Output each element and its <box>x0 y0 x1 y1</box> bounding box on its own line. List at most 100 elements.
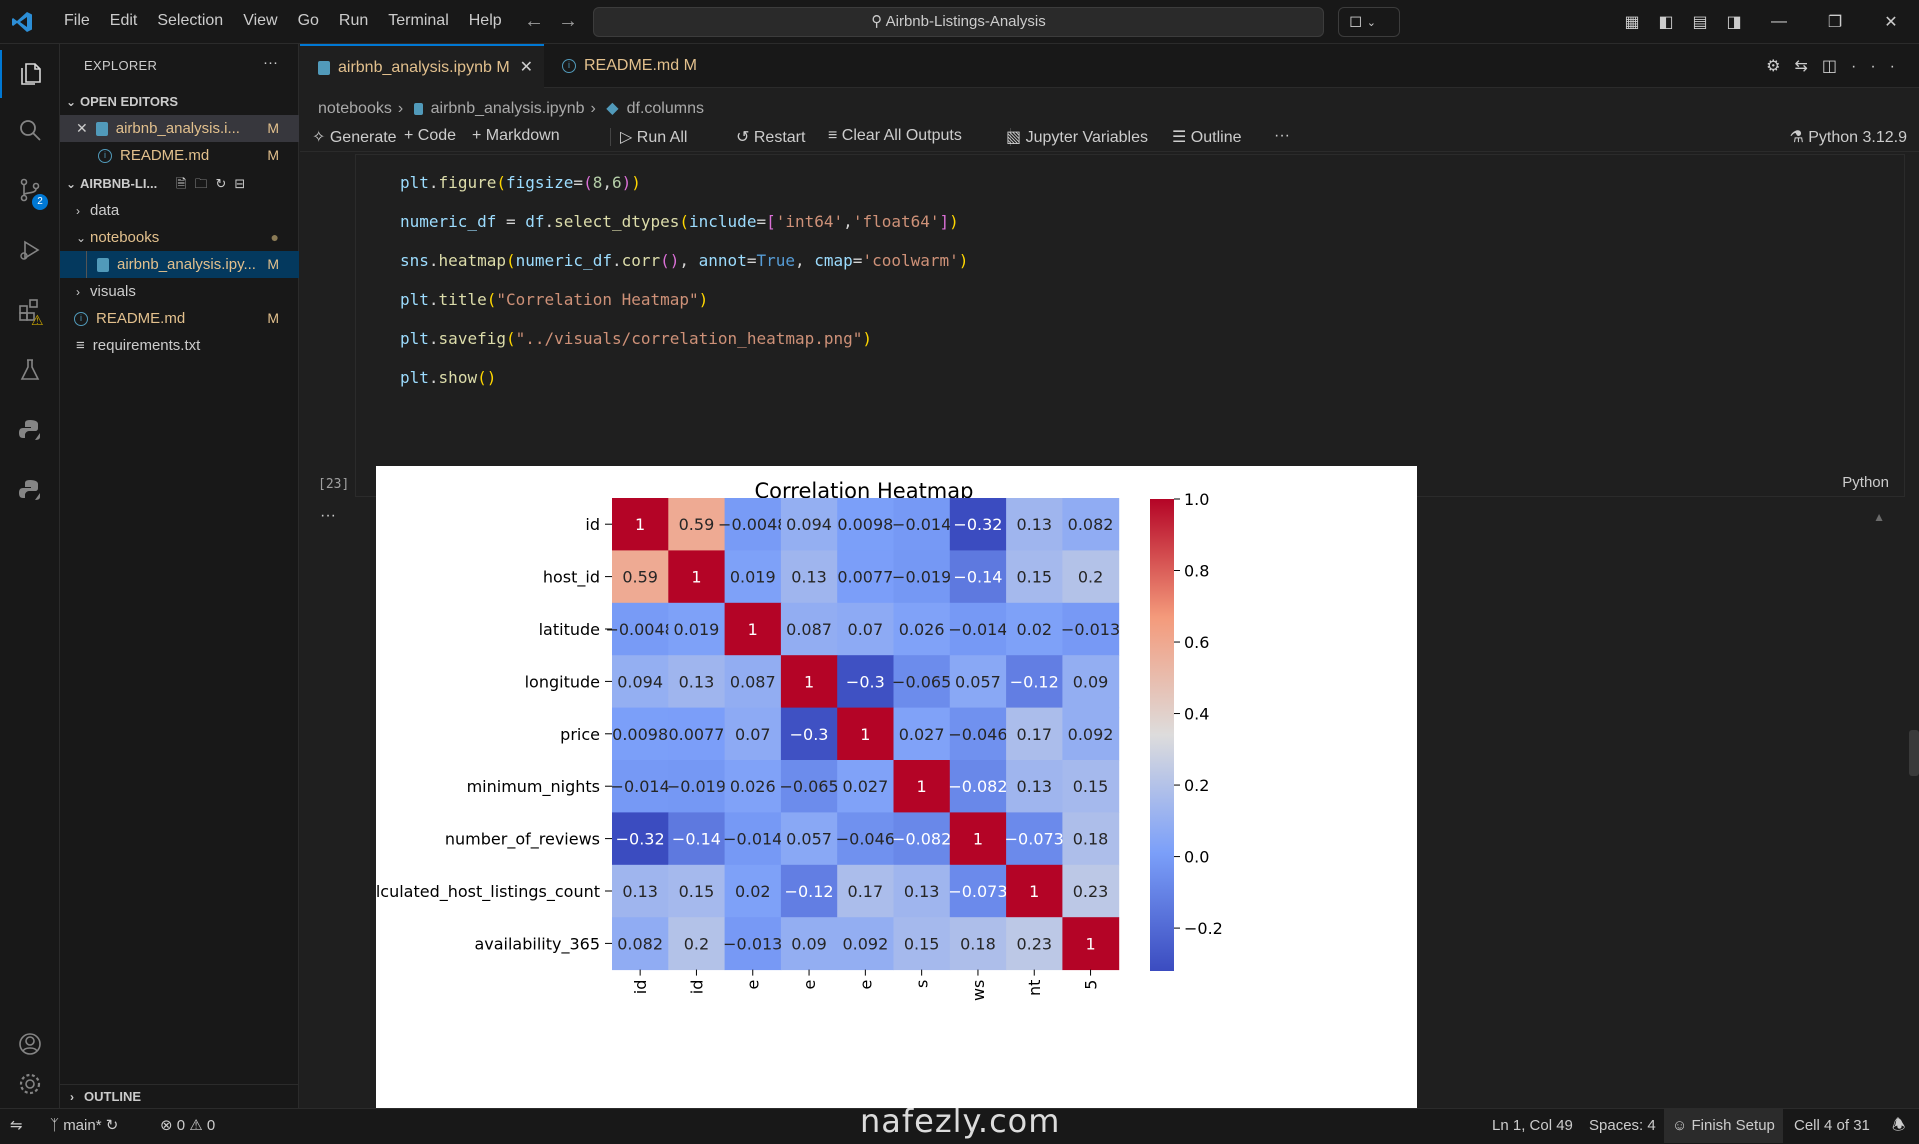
remote-icon[interactable]: ⇋ <box>10 1117 23 1134</box>
tree-file-requirements[interactable]: ≡ requirements.txt <box>60 332 299 359</box>
accounts-activity[interactable] <box>0 1020 60 1068</box>
clear-all-icon: ≡ <box>828 127 838 144</box>
tree-file-readme[interactable]: i README.md M <box>60 305 299 332</box>
tab-readme[interactable]: i README.md M <box>544 44 714 88</box>
add-code-button[interactable]: + Code <box>404 127 456 145</box>
kernel-label: Python 3.12.9 <box>1808 129 1907 146</box>
scrollbar-thumb[interactable] <box>1909 730 1919 776</box>
tree-file-notebook[interactable]: airbnb_analysis.ipy... M <box>60 251 299 278</box>
heatmap-cell <box>780 707 838 761</box>
tree-folder-notebooks[interactable]: ⌄ notebooks ● <box>60 224 299 251</box>
heatmap-cell-label: 1 <box>748 620 758 639</box>
menu-run[interactable]: Run <box>338 12 369 29</box>
manage-activity[interactable] <box>0 1060 60 1108</box>
open-editor-item[interactable]: i README.md M <box>60 142 299 169</box>
new-file-icon[interactable]: 🗎 <box>176 176 195 191</box>
split-editor-icon[interactable]: ◫ <box>1821 58 1852 75</box>
breadcrumb-item[interactable]: df.columns <box>626 100 704 117</box>
cell-language[interactable]: Python <box>1842 474 1889 491</box>
breadcrumb-item[interactable]: notebooks <box>318 100 392 117</box>
branch-indicator[interactable]: ᛉ main* ↻ <box>50 1109 118 1143</box>
variables-button[interactable]: ▧ Jupyter Variables <box>1006 127 1148 147</box>
menu-file[interactable]: File <box>64 12 90 29</box>
menu-edit[interactable]: Edit <box>109 12 138 29</box>
toggle-sidebar-icon[interactable]: ◧ <box>1658 14 1674 31</box>
output-more-button[interactable]: ··· <box>320 507 336 524</box>
search-activity[interactable] <box>0 106 60 154</box>
kernel-picker[interactable]: ⚗ Python 3.12.9 <box>1789 127 1907 147</box>
more-actions-icon[interactable]: ··· <box>1851 58 1909 75</box>
clear-outputs-button[interactable]: ≡ Clear All Outputs <box>828 127 962 145</box>
notifications-icon[interactable]: 🕭 <box>1892 1117 1906 1134</box>
outline-button[interactable]: ☰ Outline <box>1172 127 1242 147</box>
menu-view[interactable]: View <box>243 12 278 29</box>
python-icon <box>19 480 40 500</box>
source-control-badge: 2 <box>32 194 48 210</box>
project-header[interactable]: ⌄ AIRBNB-LI... 🗎🗀↻⊟ <box>60 170 299 197</box>
close-icon[interactable]: ✕ <box>76 120 88 136</box>
heatmap-cell <box>780 602 838 656</box>
tree-folder-data[interactable]: › data <box>60 197 299 224</box>
explorer-more-icon[interactable]: ··· <box>263 54 278 71</box>
menu-selection[interactable]: Selection <box>157 12 224 29</box>
add-markdown-button[interactable]: + Markdown <box>472 127 560 145</box>
testing-activity[interactable] <box>0 346 60 394</box>
python-activity[interactable] <box>0 406 60 454</box>
extensions-activity[interactable]: ⚠ <box>0 286 60 334</box>
cursor-position[interactable]: Ln 1, Col 49 <box>1492 1117 1573 1134</box>
back-arrow-icon[interactable]: ← <box>524 10 558 32</box>
command-center-search[interactable]: ⚲ Airbnb-Listings-Analysis <box>593 7 1324 37</box>
finish-setup-button[interactable]: ☺ Finish Setup <box>1664 1109 1783 1143</box>
menu-go[interactable]: Go <box>297 12 319 29</box>
heatmap-cell-label: −0.073 <box>1005 830 1064 849</box>
run-all-button[interactable]: ▷ Run All <box>620 127 687 147</box>
minimize-button[interactable]: — <box>1771 13 1787 30</box>
toggle-panel-icon[interactable]: ▤ <box>1692 14 1708 31</box>
explorer-activity[interactable] <box>0 50 60 98</box>
tab-notebook[interactable]: airbnb_analysis.ipynb M ✕ <box>300 44 544 89</box>
notebook-file-icon <box>97 258 109 273</box>
close-window-button[interactable]: ✕ <box>1884 14 1898 31</box>
row-tick-label: price <box>560 725 600 744</box>
colorbar-tick-label: 0.8 <box>1184 562 1209 581</box>
restore-button[interactable]: ❐ <box>1827 14 1843 31</box>
colorbar-tick-label: 1.0 <box>1184 490 1209 509</box>
heatmap-cell-label: −0.082 <box>892 830 951 849</box>
problems-indicator[interactable]: ⊗ 0 ⚠ 0 <box>160 1109 215 1143</box>
close-icon[interactable]: ✕ <box>519 59 534 76</box>
tab-modified-badge: M <box>683 57 697 74</box>
menu-terminal[interactable]: Terminal <box>388 12 449 29</box>
source-control-activity[interactable]: 2 <box>0 166 60 214</box>
code-cell[interactable]: plt.figure(figsize=(8,6)) numeric_df = d… <box>355 154 1905 497</box>
python-environments-activity[interactable] <box>0 466 60 514</box>
heatmap-cell-label: 0.18 <box>960 934 996 953</box>
heatmap-cell <box>724 602 782 656</box>
outline-header[interactable]: › OUTLINE <box>60 1084 299 1108</box>
run-debug-activity[interactable] <box>0 226 60 274</box>
copilot-button[interactable]: ◻ ⌄ <box>1338 7 1400 37</box>
toolbar-more-button[interactable]: ··· <box>1274 127 1290 144</box>
menu-help[interactable]: Help <box>468 12 502 29</box>
refresh-icon[interactable]: ↻ <box>215 176 235 191</box>
toggle-secondary-sidebar-icon[interactable]: ◨ <box>1726 14 1742 31</box>
modified-badge: M <box>267 256 279 272</box>
restart-button[interactable]: ↺ Restart <box>736 127 805 147</box>
customize-layout-icon[interactable]: ▦ <box>1624 14 1640 31</box>
cell-indicator[interactable]: Cell 4 of 31 <box>1794 1117 1870 1134</box>
generate-button[interactable]: ✧ Generate <box>312 127 397 147</box>
gear-icon[interactable]: ⚙ <box>1766 58 1795 75</box>
heatmap-cell-label: 0.019 <box>730 568 776 587</box>
compare-icon[interactable]: ⇆ <box>1794 58 1822 75</box>
forward-arrow-icon[interactable]: → <box>558 10 592 32</box>
code-line: plt.savefig("../visuals/correlation_heat… <box>400 329 873 348</box>
scroll-up-icon[interactable]: ▲ <box>1873 510 1885 524</box>
open-editors-header[interactable]: ⌄ OPEN EDITORS <box>60 88 299 115</box>
breadcrumb-item[interactable]: airbnb_analysis.ipynb <box>430 100 585 117</box>
collapse-all-icon[interactable]: ⊟ <box>234 176 254 191</box>
open-editor-item[interactable]: ✕ airbnb_analysis.i... M <box>60 115 299 142</box>
new-folder-icon[interactable]: 🗀 <box>194 176 216 191</box>
chevron-down-icon: ⌄ <box>66 95 77 109</box>
indentation[interactable]: Spaces: 4 <box>1589 1117 1656 1134</box>
tree-folder-visuals[interactable]: › visuals <box>60 278 299 305</box>
heatmap-cell-label: −0.019 <box>667 777 726 796</box>
